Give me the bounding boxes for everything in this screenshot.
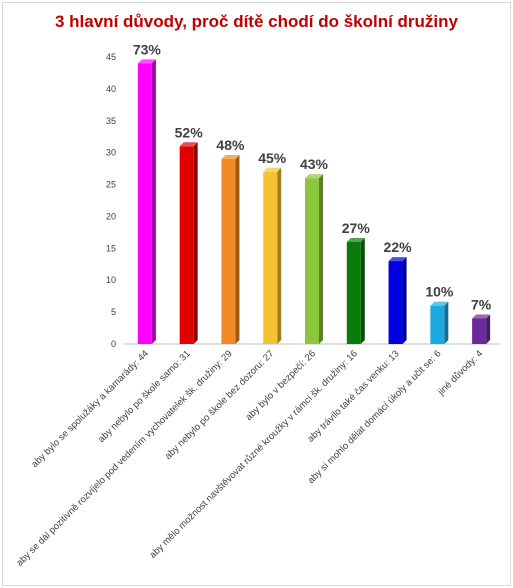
bar-side [403, 257, 407, 344]
y-tick-label: 20 [106, 211, 116, 221]
data-label: 7% [471, 296, 492, 312]
y-tick-label: 5 [111, 307, 116, 317]
category-label: aby bylo v bezpečí: 26 [243, 348, 318, 423]
y-tick-label: 35 [106, 116, 116, 126]
category-label: aby mělo možnost navštěvovat různé krouž… [148, 348, 360, 560]
bar-side [235, 155, 239, 344]
bar [389, 261, 403, 344]
data-label: 27% [342, 220, 371, 236]
bar [138, 63, 152, 344]
bar-side [444, 302, 448, 344]
data-label: 10% [425, 284, 454, 300]
y-tick-label: 0 [111, 339, 116, 349]
bar-side [194, 142, 198, 344]
y-tick-label: 45 [106, 52, 116, 62]
bar [472, 318, 486, 344]
data-label: 22% [384, 239, 413, 255]
data-label: 73% [133, 41, 162, 57]
bar-side [486, 314, 490, 344]
bar [430, 306, 444, 344]
y-tick-label: 40 [106, 84, 116, 94]
y-tick-label: 25 [106, 180, 116, 190]
category-labels: aby bylo se spolužáky a kamarády: 44aby … [14, 348, 485, 568]
y-tick-label: 30 [106, 148, 116, 158]
data-label: 52% [175, 124, 204, 140]
bar-side [277, 168, 281, 344]
bar-side [319, 174, 323, 344]
y-tick-label: 10 [106, 275, 116, 285]
data-label: 48% [216, 137, 245, 153]
bar-side [361, 238, 365, 344]
bars [138, 59, 490, 344]
data-label: 45% [258, 150, 287, 166]
bar [263, 172, 277, 344]
bar-side [152, 59, 156, 344]
bar [180, 146, 194, 344]
y-tick-label: 15 [106, 243, 116, 253]
bar [305, 178, 319, 344]
bar [221, 159, 235, 344]
data-label: 43% [300, 156, 329, 172]
bar [347, 242, 361, 344]
